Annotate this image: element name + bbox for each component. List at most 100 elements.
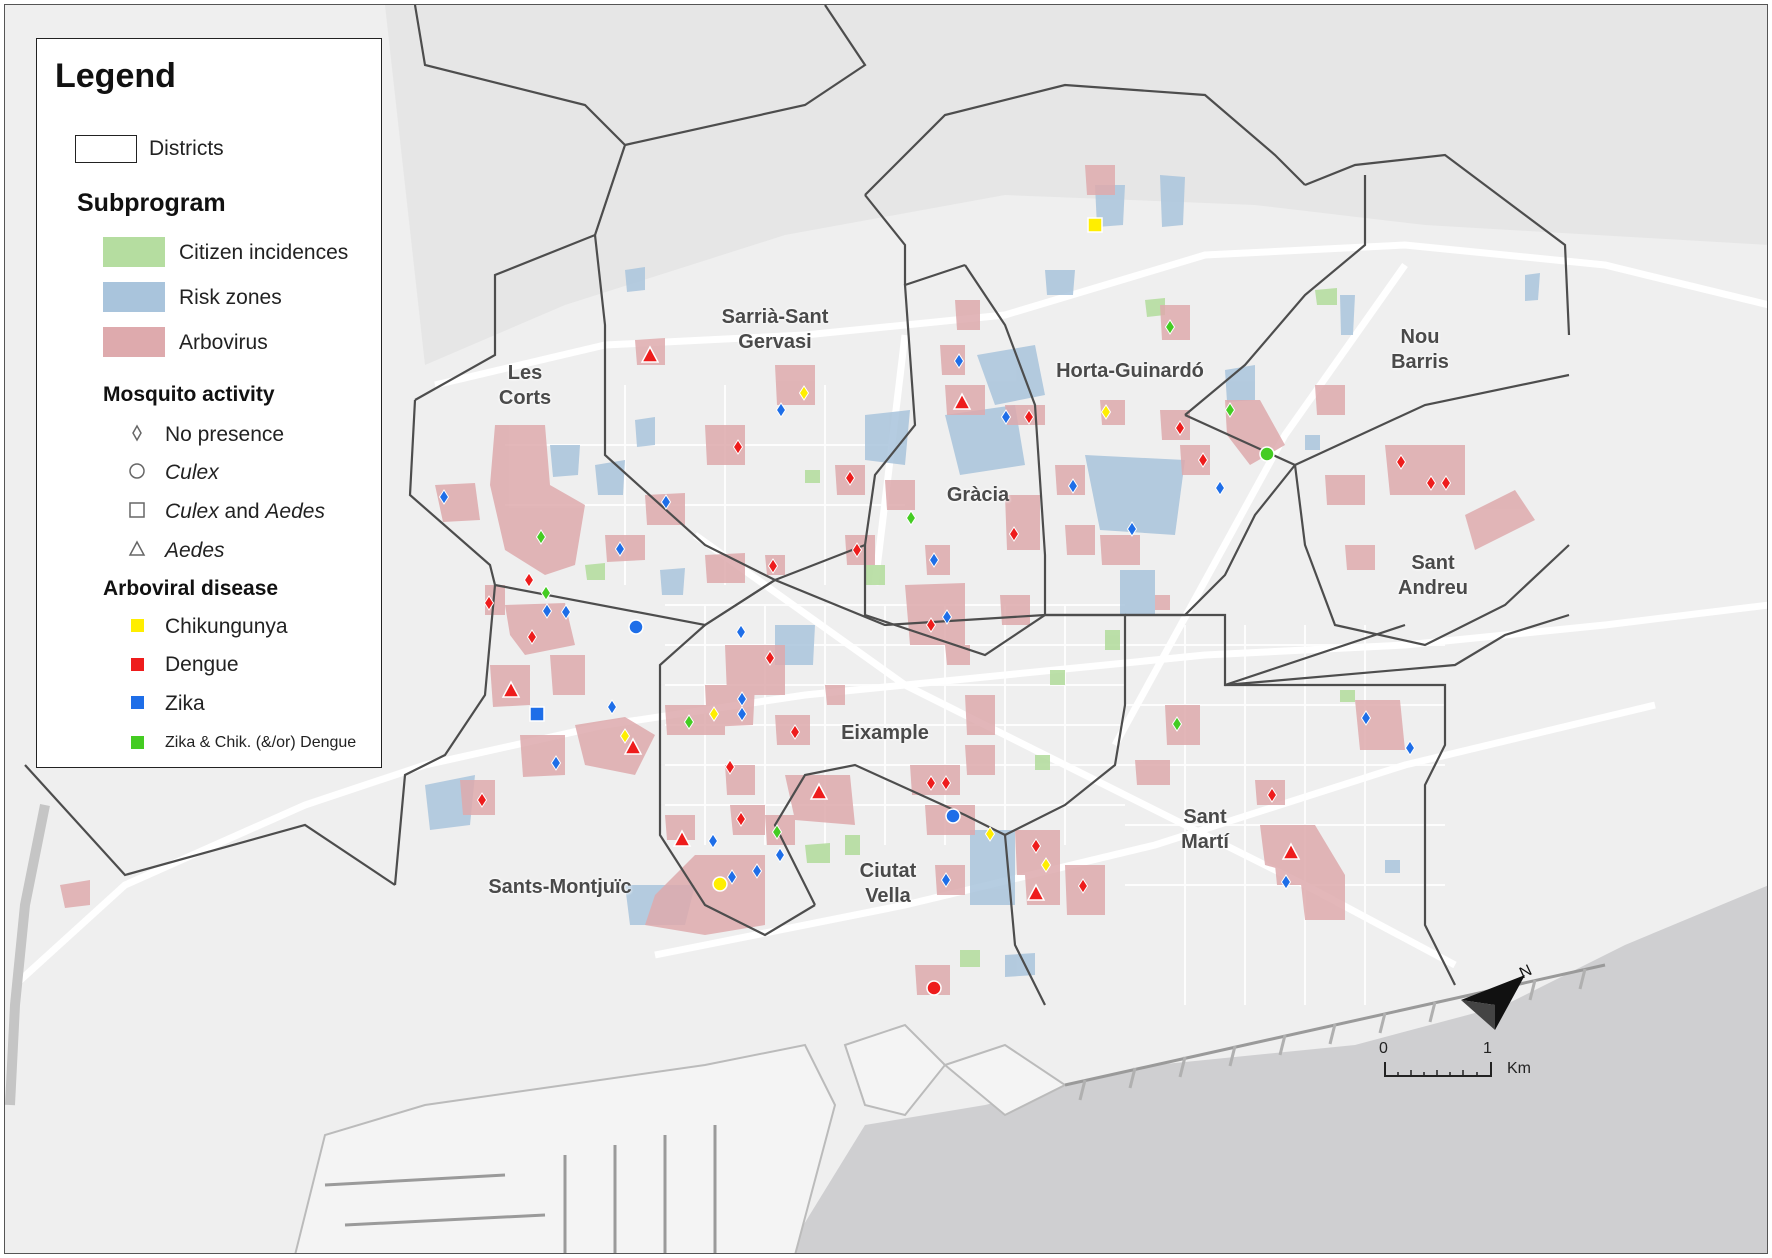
aedes-triangle-marker[interactable]	[501, 680, 521, 698]
no-presence-diamond-marker[interactable]	[1280, 874, 1292, 890]
risk-swatch	[103, 282, 165, 312]
no-presence-diamond-marker[interactable]	[1266, 787, 1278, 803]
no-presence-diamond-marker[interactable]	[905, 510, 917, 526]
no-presence-diamond-marker[interactable]	[483, 595, 495, 611]
no-presence-diamond-marker[interactable]	[940, 872, 952, 888]
river-line	[5, 804, 50, 1106]
no-presence-diamond-marker[interactable]	[683, 714, 695, 730]
no-presence-diamond-marker[interactable]	[764, 650, 776, 666]
culex-circle-marker[interactable]	[945, 808, 961, 824]
no-presence-diamond-marker[interactable]	[751, 863, 763, 879]
no-presence-diamond-marker[interactable]	[735, 811, 747, 827]
arbovirus-label: Arbovirus	[179, 331, 268, 354]
no-presence-diamond-marker[interactable]	[732, 439, 744, 455]
aedes-triangle-marker[interactable]	[672, 829, 692, 847]
and-text: and	[218, 500, 266, 523]
no-presence-diamond-marker[interactable]	[1067, 478, 1079, 494]
no-presence-diamond-marker[interactable]	[526, 629, 538, 645]
scale-bar: 0 1 Km	[1375, 1040, 1555, 1100]
no-presence-diamond-marker[interactable]	[953, 353, 965, 369]
no-presence-diamond-marker[interactable]	[941, 609, 953, 625]
no-presence-diamond-marker[interactable]	[619, 728, 631, 744]
no-presence-diamond-marker[interactable]	[1440, 475, 1452, 491]
no-presence-diamond-marker[interactable]	[541, 603, 553, 619]
culex-circle-marker[interactable]	[926, 980, 942, 996]
no-presence-diamond-marker[interactable]	[1197, 452, 1209, 468]
no-presence-diamond-marker[interactable]	[660, 494, 672, 510]
no-presence-diamond-marker[interactable]	[736, 691, 748, 707]
no-presence-diamond-marker[interactable]	[1404, 740, 1416, 756]
no-presence-diamond-marker[interactable]	[1425, 475, 1437, 491]
citizen-zones	[585, 288, 1355, 967]
no-presence-diamond-marker[interactable]	[774, 847, 786, 863]
no-presence-diamond-marker[interactable]	[707, 833, 719, 849]
aedes-triangle-marker[interactable]	[952, 392, 972, 410]
combined-square-icon	[131, 736, 144, 749]
no-presence-diamond-marker[interactable]	[940, 775, 952, 791]
no-presence-diamond-marker[interactable]	[606, 699, 618, 715]
no-presence-diamond-marker[interactable]	[535, 529, 547, 545]
no-presence-diamond-marker[interactable]	[708, 706, 720, 722]
no-presence-diamond-marker[interactable]	[1395, 454, 1407, 470]
no-presence-diamond-marker[interactable]	[844, 470, 856, 486]
culex-label: Culex	[165, 461, 219, 484]
scale-unit-label: Km	[1507, 1060, 1531, 1077]
no-presence-diamond-marker[interactable]	[476, 792, 488, 808]
aedes-triangle-marker[interactable]	[1281, 842, 1301, 860]
culex-circle-marker[interactable]	[1259, 446, 1275, 462]
aedes-triangle-marker[interactable]	[623, 737, 643, 755]
no-presence-diamond-marker[interactable]	[438, 489, 450, 505]
no-presence-diamond-marker[interactable]	[1174, 420, 1186, 436]
no-presence-diamond-marker[interactable]	[1023, 409, 1035, 425]
no-presence-diamond-marker[interactable]	[1126, 521, 1138, 537]
no-presence-diamond-marker[interactable]	[1030, 838, 1042, 854]
chik-label: Chikungunya	[165, 615, 288, 638]
no-presence-diamond-marker[interactable]	[1008, 526, 1020, 542]
no-presence-diamond-marker[interactable]	[925, 617, 937, 633]
no-presence-diamond-marker[interactable]	[726, 869, 738, 885]
no-presence-diamond-marker[interactable]	[1360, 710, 1372, 726]
no-presence-diamond-marker[interactable]	[523, 572, 535, 588]
no-presence-diamond-marker[interactable]	[798, 385, 810, 401]
no-presence-diamond-marker[interactable]	[1171, 716, 1183, 732]
district-label-gracia: Gràcia	[946, 484, 1010, 506]
no-presence-diamond-marker[interactable]	[1224, 402, 1236, 418]
no-presence-diamond-marker[interactable]	[789, 724, 801, 740]
no-presence-diamond-marker[interactable]	[614, 541, 626, 557]
mosquito-markers	[438, 217, 1452, 996]
disease-heading: Arboviral disease	[103, 577, 279, 600]
no-presence-diamond-marker[interactable]	[925, 775, 937, 791]
culex-circle-marker[interactable]	[628, 619, 644, 635]
no-presence-diamond-marker[interactable]	[1000, 409, 1012, 425]
scale-start-label: 0	[1379, 1040, 1388, 1057]
north-arrow-icon: N	[1461, 962, 1535, 1030]
no-presence-diamond-marker[interactable]	[1214, 480, 1226, 496]
legend-title: Legend	[55, 57, 176, 95]
zika-square-icon	[131, 696, 144, 709]
district-label-nou-barris: Nou Barris	[1391, 326, 1449, 373]
no-presence-diamond-marker[interactable]	[928, 552, 940, 568]
aedes-triangle-marker[interactable]	[809, 782, 829, 800]
no-presence-diamond-marker[interactable]	[775, 402, 787, 418]
dengue-label: Dengue	[165, 653, 239, 676]
no-presence-diamond-marker[interactable]	[767, 558, 779, 574]
no-presence-diamond-marker[interactable]	[1100, 404, 1112, 420]
culex-aedes-square-marker[interactable]	[529, 706, 545, 722]
no-presence-diamond-marker[interactable]	[736, 706, 748, 722]
no-presence-diamond-marker[interactable]	[984, 826, 996, 842]
coast-groynes	[1078, 968, 1587, 1101]
culex-aedes-square-marker[interactable]	[1087, 217, 1103, 233]
no-presence-diamond-marker[interactable]	[735, 624, 747, 640]
no-presence-diamond-marker[interactable]	[560, 604, 572, 620]
culex-circle-marker[interactable]	[712, 876, 728, 892]
no-presence-diamond-marker[interactable]	[724, 759, 736, 775]
no-presence-diamond-marker[interactable]	[550, 755, 562, 771]
no-presence-diamond-marker[interactable]	[771, 824, 783, 840]
no-presence-diamond-marker[interactable]	[1164, 319, 1176, 335]
aedes-triangle-marker[interactable]	[1026, 883, 1046, 901]
no-presence-diamond-marker[interactable]	[540, 585, 552, 601]
no-presence-diamond-marker[interactable]	[1077, 878, 1089, 894]
aedes-triangle-marker[interactable]	[640, 345, 660, 363]
no-presence-diamond-marker[interactable]	[1040, 857, 1052, 873]
no-presence-diamond-marker[interactable]	[851, 542, 863, 558]
